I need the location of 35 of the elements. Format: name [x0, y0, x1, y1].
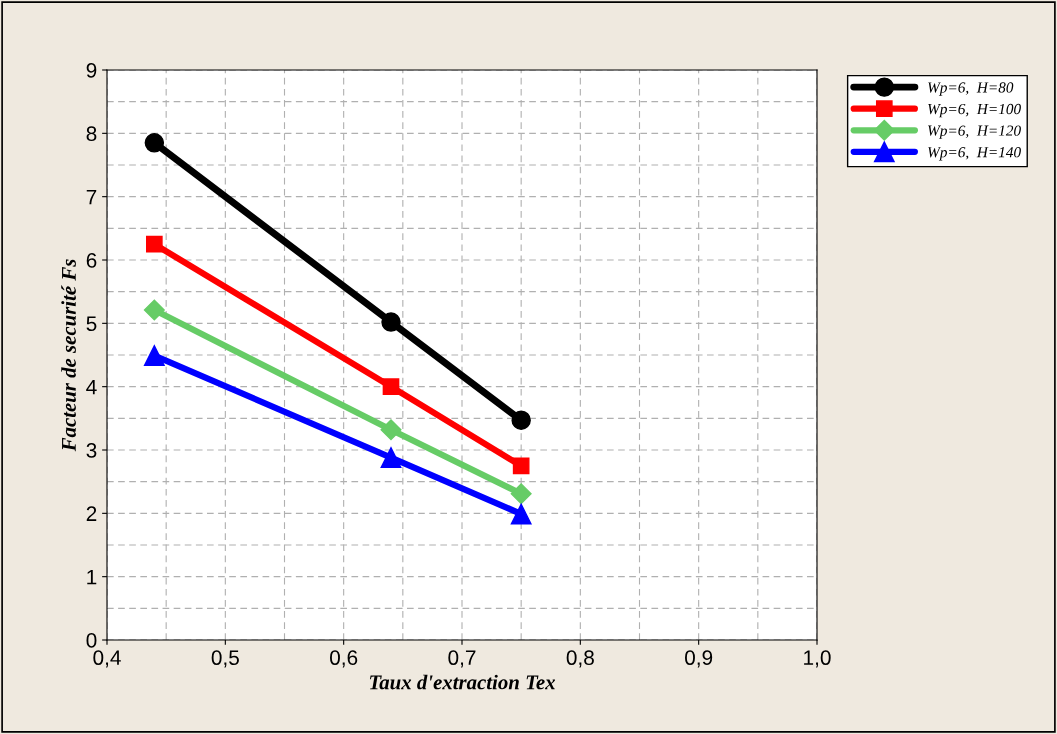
x-tick-label: 1,0: [804, 650, 831, 668]
y-tick-label: 9: [86, 63, 97, 78]
point: [144, 133, 165, 153]
legend-label: Wp=6, H=80: [928, 82, 1014, 96]
point: [381, 312, 401, 332]
y-tick-label: 5: [86, 316, 97, 332]
point: [143, 345, 165, 367]
y-tick-label: 0: [86, 633, 97, 648]
legend-label: Wp=6, H=140: [928, 147, 1021, 161]
y-tick-label: 3: [86, 443, 97, 458]
y-tick-label: 4: [86, 379, 97, 395]
x-tick-label: 0,6: [330, 650, 358, 668]
point: [382, 378, 400, 396]
legend-label: Wp=6, H=120: [928, 125, 1021, 139]
y-axis-title: Facteur de securité Fs: [61, 259, 76, 452]
y-tick-label: 8: [86, 126, 97, 142]
point: [380, 419, 402, 441]
point: [512, 457, 530, 475]
x-tick-label: 0,4: [93, 650, 121, 668]
point: [143, 299, 165, 321]
point: [380, 447, 402, 469]
point: [510, 503, 532, 525]
y-tick-label: 1: [87, 569, 97, 585]
y-tick-label: 7: [86, 189, 97, 205]
x-tick-label: 0,8: [566, 650, 594, 668]
x-tick-label: 0,9: [685, 650, 713, 668]
point: [511, 410, 531, 430]
legend-label: Wp=6, H=100: [928, 103, 1021, 118]
point: [145, 235, 163, 253]
x-tick-label: 0,5: [211, 650, 239, 668]
y-tick-label: 2: [86, 506, 97, 521]
x-tick-label: 0,7: [448, 650, 476, 668]
point: [510, 483, 532, 505]
x-axis-title: Taux d'extraction Tex: [369, 674, 556, 690]
y-tick-label: 6: [86, 253, 97, 268]
